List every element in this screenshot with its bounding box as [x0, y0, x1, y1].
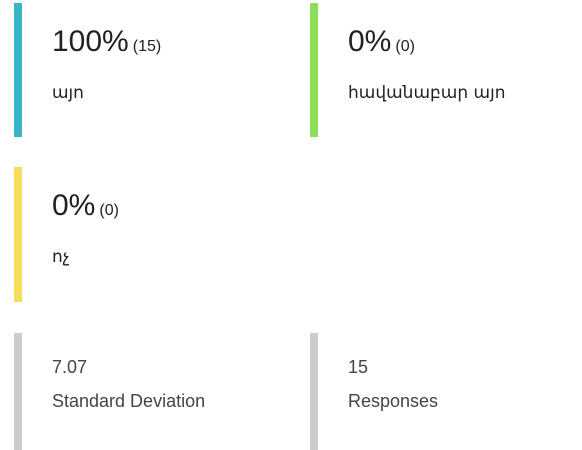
option-label: այո: [52, 83, 84, 103]
stat-value: 7.07: [52, 357, 88, 377]
percent-line: 0% (0): [348, 25, 415, 59]
option-label: հավանաբար այո: [348, 83, 506, 103]
option-card: 0% (0) հավանաբար այո: [310, 3, 580, 137]
color-bar: [14, 3, 22, 137]
percent-line: 0% (0): [52, 189, 119, 223]
count: (0): [395, 38, 415, 55]
percent: 0%: [52, 189, 96, 222]
color-bar: [14, 167, 22, 302]
option-label: ոչ: [52, 247, 70, 267]
count: (0): [99, 202, 119, 219]
color-bar: [14, 333, 22, 450]
percent-line: 100% (15): [52, 25, 161, 59]
color-bar: [310, 3, 318, 137]
count: (15): [132, 38, 162, 55]
percent: 100%: [52, 25, 129, 58]
option-card: 100% (15) այո: [14, 3, 294, 137]
stat-label: Standard Deviation: [52, 391, 206, 411]
option-card: 0% (0) ոչ: [14, 167, 294, 302]
stat-card: 15 Responses: [310, 333, 580, 450]
stat-label: Responses: [348, 391, 439, 411]
percent: 0%: [348, 25, 392, 58]
color-bar: [310, 333, 318, 450]
stat-card: 7.07 Standard Deviation: [14, 333, 294, 450]
stat-value: 15: [348, 357, 369, 377]
